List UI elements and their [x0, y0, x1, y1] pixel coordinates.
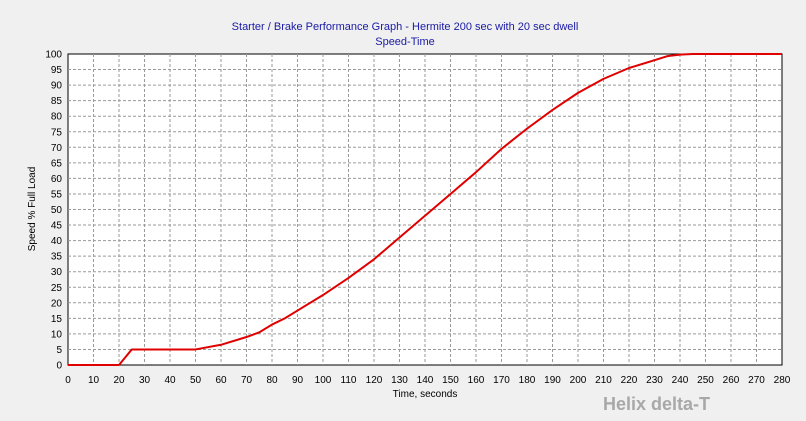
y-tick-label: 85	[51, 96, 63, 107]
y-tick-label: 40	[51, 236, 63, 247]
x-tick-label: 260	[723, 375, 740, 386]
grid-lines	[68, 54, 782, 365]
x-tick-label: 200	[570, 375, 587, 386]
speed-series-line	[68, 53, 782, 366]
x-axis-label: Time, seconds	[393, 389, 458, 400]
x-tick-label: 150	[442, 375, 459, 386]
x-tick-label: 90	[292, 375, 304, 386]
y-tick-label: 25	[51, 283, 63, 294]
x-tick-label: 160	[468, 375, 485, 386]
y-tick-label: 80	[51, 112, 63, 123]
y-tick-label: 60	[51, 174, 63, 185]
x-tick-label: 190	[544, 375, 561, 386]
y-tick-label: 10	[51, 329, 63, 340]
x-tick-label: 130	[391, 375, 408, 386]
x-tick-label: 230	[646, 375, 663, 386]
y-tick-label: 90	[51, 81, 63, 92]
x-tick-label: 270	[748, 375, 765, 386]
watermark: Helix delta-T	[603, 394, 710, 414]
y-tick-label: 100	[45, 50, 62, 61]
x-tick-label: 110	[341, 375, 357, 386]
chart-subtitle: Speed-Time	[375, 36, 435, 48]
y-tick-label: 70	[51, 143, 63, 154]
y-tick-label: 75	[51, 127, 63, 138]
y-tick-label: 0	[56, 361, 62, 372]
x-tick-label: 250	[697, 375, 714, 386]
x-tick-label: 30	[139, 375, 151, 386]
y-tick-label: 55	[51, 189, 63, 200]
x-tick-label: 40	[164, 375, 176, 386]
x-tick-label: 100	[315, 375, 332, 386]
y-tick-label: 20	[51, 298, 63, 309]
x-tick-label: 10	[88, 375, 100, 386]
x-tick-label: 140	[417, 375, 434, 386]
y-tick-label: 65	[51, 158, 63, 169]
y-tick-label: 30	[51, 267, 63, 278]
chart-title: Starter / Brake Performance Graph - Herm…	[232, 21, 579, 33]
y-tick-label: 45	[51, 221, 63, 232]
y-tick-label: 95	[51, 65, 63, 76]
x-tick-label: 60	[215, 375, 227, 386]
y-tick-label: 50	[51, 205, 63, 216]
series-layer	[68, 53, 782, 366]
x-tick-label: 120	[366, 375, 383, 386]
y-tick-label: 5	[56, 345, 62, 356]
tick-labels: 0 10 20 30 40 50 60 70 80 90 100 110 120 130 140 150 160…	[45, 50, 790, 387]
y-tick-label: 15	[51, 314, 63, 325]
y-tick-label: 35	[51, 252, 63, 263]
x-tick-label: 220	[621, 375, 638, 386]
x-tick-label: 0	[65, 375, 71, 386]
x-tick-label: 180	[519, 375, 536, 386]
x-tick-label: 50	[190, 375, 202, 386]
x-tick-label: 210	[595, 375, 612, 386]
x-tick-label: 20	[113, 375, 125, 386]
x-tick-label: 280	[774, 375, 791, 386]
x-tick-label: 240	[672, 375, 689, 386]
x-tick-label: 70	[241, 375, 253, 386]
x-tick-label: 80	[266, 375, 278, 386]
y-axis-label: Speed % Full Load	[27, 167, 38, 252]
x-tick-label: 170	[493, 375, 510, 386]
